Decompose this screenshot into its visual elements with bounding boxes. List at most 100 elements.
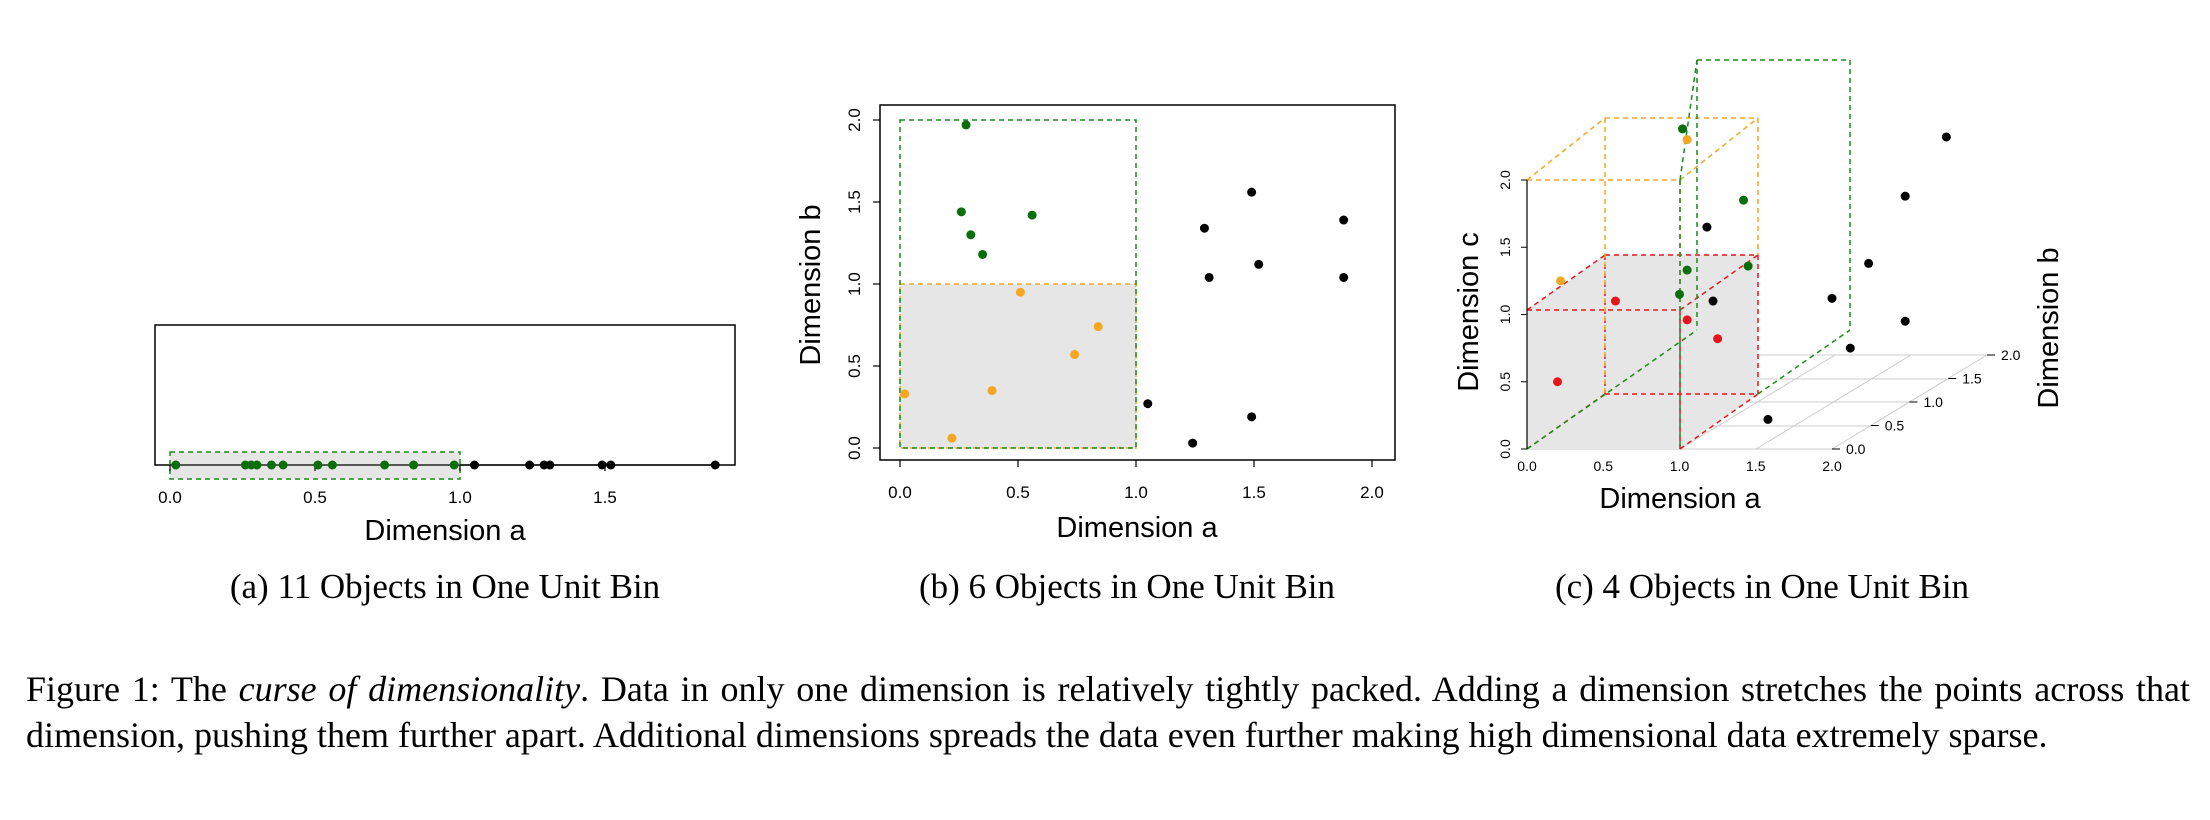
- panel-b-data-point: [1015, 287, 1025, 297]
- panel-c-depth-tick-label: 1.5: [1962, 371, 1982, 387]
- panel-c-depth-tick-label: 1.0: [1924, 394, 1944, 410]
- panel-c-xlabel: Dimension a: [1599, 483, 1761, 515]
- panel-a-data-point: [449, 460, 459, 470]
- panel-b-subcaption: (b) 6 Objects in One Unit Bin: [919, 567, 1335, 606]
- panel-b-data-point: [1204, 272, 1214, 282]
- panel-c-x-tick-label: 1.0: [1670, 458, 1690, 474]
- panel-b-x-tick-label: 2.0: [1360, 483, 1384, 502]
- panel-b-data-point: [961, 120, 971, 130]
- panel-c-data-point: [1941, 132, 1951, 142]
- panel-b-data-point: [1339, 215, 1349, 225]
- panel-b-unit-bin: [899, 283, 1137, 449]
- panel-c-y-tick-label: 1.5: [1497, 237, 1513, 257]
- panel-b-data-point: [956, 207, 966, 217]
- panel-b-data-point: [966, 230, 976, 240]
- panel-b-ylabel: Dimension b: [795, 204, 827, 365]
- panel-c-y-tick-label: 0.0: [1497, 439, 1513, 459]
- panel-a-data-point: [545, 460, 555, 470]
- panel-c-subcaption: (c) 4 Objects in One Unit Bin: [1555, 567, 1969, 606]
- panel-c-x-tick-label: 2.0: [1822, 458, 1842, 474]
- panel-c-data-point: [1900, 316, 1910, 326]
- panel-c-data-point: [1743, 261, 1753, 271]
- panel-b-data-point: [978, 249, 988, 259]
- panel-c-data-point: [1682, 265, 1692, 275]
- caption-emphasis: curse of dimensionality: [238, 669, 581, 709]
- panel-c-y-tick-label: 0.5: [1497, 372, 1513, 392]
- panel-b-stretch-bin: [899, 119, 1137, 449]
- panel-a-x-tick-label: 1.0: [448, 488, 472, 507]
- panel-a-x-tick-label: 0.0: [158, 488, 182, 507]
- panel-a-x-ticks: 0.0 0.5 1.0 1.5: [158, 465, 617, 507]
- panel-b-data-point: [900, 389, 910, 399]
- caption-body: . Data in only one dimension is relative…: [26, 669, 2191, 755]
- panel-c-zlabel: Dimension b: [2033, 247, 2065, 408]
- panel-c-x-tick-label: 0.0: [1517, 458, 1537, 474]
- panel-c-data-point: [1827, 293, 1837, 303]
- panel-c-data-point: [1702, 222, 1712, 232]
- panel-a-data-point: [313, 460, 323, 470]
- panel-a-points: [171, 460, 720, 470]
- panel-c-data-point: [1713, 334, 1723, 344]
- panel-c-data-point: [1845, 343, 1855, 353]
- panel-b-data-point: [1070, 350, 1080, 360]
- panel-b-y-tick-label: 0.0: [845, 436, 864, 460]
- panel-b-x-tick-label: 0.0: [888, 483, 912, 502]
- panel-a-xlabel: Dimension a: [364, 515, 526, 547]
- panel-b-data-point: [1339, 272, 1349, 282]
- panel-c-data-point: [1739, 195, 1749, 205]
- panel-c-data-point: [1675, 289, 1684, 299]
- panel-a-data-point: [470, 460, 479, 470]
- panel-a-data-point: [710, 460, 720, 470]
- panel-a-data-point: [278, 460, 288, 470]
- panel-c-unit-bin-top: [1527, 255, 1758, 310]
- panel-c-data-point: [1682, 135, 1692, 145]
- panel-b-data-point: [1247, 187, 1257, 197]
- panel-b-data-point: [1143, 399, 1153, 409]
- panel-b-data-point: [1188, 438, 1198, 448]
- panel-a-data-point: [525, 460, 535, 470]
- panel-c-data-point: [1864, 258, 1874, 268]
- panel-c-data-point: [1553, 377, 1562, 387]
- panel-c-depth-tick-label: 0.0: [1846, 441, 1866, 457]
- panel-b-y-tick-label: 1.5: [845, 190, 864, 214]
- panel-c-data-point: [1556, 276, 1566, 286]
- panel-b-x-tick-label: 0.5: [1006, 483, 1030, 502]
- panel-c: 0.0 0.5 1.0 1.5 2.00.00.51.01.52.00.00.51.01…: [1453, 59, 2065, 606]
- panel-a-data-point: [252, 460, 262, 470]
- panel-a: 0.0 0.5 1.0 1.5 Dimension a (a) 11 Objects …: [154, 324, 736, 606]
- panel-b-y-tick-label: 1.0: [845, 272, 864, 296]
- panel-b-y-tick-label: 0.5: [845, 354, 864, 378]
- panel-c-y-tick-label: 1.0: [1497, 305, 1513, 325]
- panel-b-data-point: [1199, 223, 1209, 233]
- figure-caption: Figure 1: The curse of dimensionality. D…: [26, 666, 2190, 758]
- panel-a-data-point: [606, 460, 616, 470]
- panel-c-data-point: [1708, 296, 1718, 306]
- panel-c-green-box: [1526, 59, 1851, 450]
- panel-a-frame: [154, 324, 736, 466]
- panel-c-data-point: [1763, 414, 1773, 424]
- panel-b-data-point: [1027, 210, 1037, 220]
- panel-c-depth-tick-label: 0.5: [1885, 418, 1905, 434]
- panel-b-points: [900, 120, 1349, 448]
- panel-a-data-point: [171, 460, 181, 470]
- panel-b-data-point: [947, 433, 957, 443]
- panel-c-data-point: [1900, 191, 1910, 201]
- panel-a-x-tick-label: 1.5: [593, 488, 617, 507]
- panel-c-data-point: [1678, 124, 1688, 134]
- panel-c-unit-bin-side: [1680, 255, 1758, 449]
- panel-b-y-tick-label: 2.0: [845, 108, 864, 132]
- panel-b-data-point: [1247, 412, 1257, 422]
- panel-c-x-tick-label: 1.5: [1746, 458, 1766, 474]
- panel-b: 0.0 0.5 1.0 1.5 2.0 0.0 0.5 1.0 1.5 2.0 Dimension…: [795, 104, 1396, 606]
- panel-b-xlabel: Dimension a: [1056, 512, 1218, 544]
- panel-a-data-point: [327, 460, 337, 470]
- panel-a-data-point: [409, 460, 419, 470]
- panel-c-data-point: [1610, 296, 1620, 306]
- caption-prefix: Figure 1: The: [26, 669, 239, 709]
- panel-b-frame: [879, 104, 1396, 461]
- panel-c-ylabel: Dimension c: [1453, 232, 1485, 392]
- panel-b-x-tick-label: 1.5: [1242, 483, 1266, 502]
- panel-c-points: [1553, 124, 1951, 424]
- panel-b-data-point: [1093, 322, 1103, 332]
- panel-b-x-tick-label: 1.0: [1124, 483, 1148, 502]
